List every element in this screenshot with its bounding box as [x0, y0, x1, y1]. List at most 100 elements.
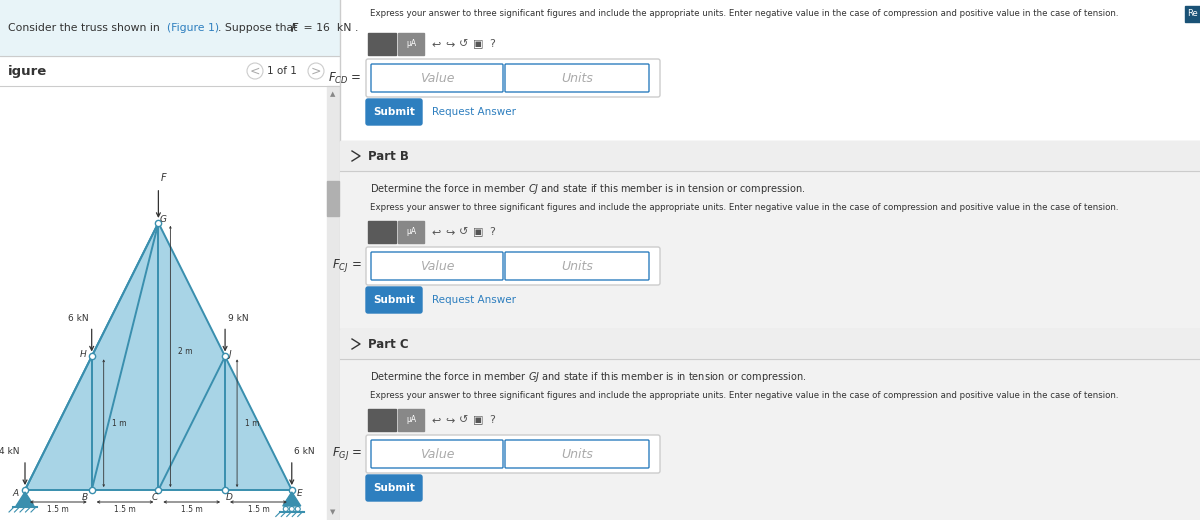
- Text: ▣: ▣: [473, 39, 484, 49]
- Bar: [0, 0, 340, 56]
- Text: (Figure 1): (Figure 1): [167, 23, 220, 33]
- Text: ↪: ↪: [445, 227, 455, 237]
- FancyBboxPatch shape: [366, 99, 422, 125]
- Text: μA: μA: [406, 228, 416, 237]
- FancyBboxPatch shape: [366, 247, 660, 285]
- Bar: [398, 33, 424, 55]
- Text: J: J: [229, 350, 232, 359]
- Text: ▣: ▣: [473, 227, 484, 237]
- Bar: [368, 409, 396, 431]
- Text: Value: Value: [420, 448, 455, 461]
- FancyBboxPatch shape: [371, 64, 503, 92]
- Text: Units: Units: [562, 71, 593, 84]
- Bar: [340, 0, 1200, 520]
- Text: Submit: Submit: [373, 295, 415, 305]
- Text: $F_{GJ}$ =: $F_{GJ}$ =: [331, 446, 362, 462]
- Text: E: E: [296, 488, 302, 498]
- Text: Part C: Part C: [368, 337, 409, 350]
- Bar: [340, 141, 1200, 520]
- Bar: [368, 33, 396, 55]
- Text: ▲: ▲: [330, 91, 336, 97]
- FancyBboxPatch shape: [366, 287, 422, 313]
- Text: Submit: Submit: [373, 107, 415, 117]
- Text: ↺: ↺: [460, 39, 469, 49]
- Text: igure: igure: [8, 64, 47, 77]
- Text: . Suppose that: . Suppose that: [218, 23, 301, 33]
- Text: D: D: [226, 493, 233, 502]
- Text: 9 kN: 9 kN: [228, 314, 248, 323]
- Text: ↪: ↪: [445, 415, 455, 425]
- Text: 2 m: 2 m: [179, 347, 193, 356]
- Polygon shape: [25, 223, 292, 490]
- Text: 1 m: 1 m: [245, 419, 259, 428]
- Bar: [1186, 6, 1200, 22]
- Text: μA: μA: [406, 415, 416, 424]
- Text: Determine the force in member $CJ$ and state if this member is in tension or com: Determine the force in member $CJ$ and s…: [370, 182, 805, 196]
- Text: ▼: ▼: [330, 509, 336, 515]
- Text: ↩: ↩: [431, 39, 440, 49]
- Text: ?: ?: [490, 39, 494, 49]
- Text: Value: Value: [420, 71, 455, 84]
- Text: H: H: [79, 350, 86, 359]
- Text: Request Answer: Request Answer: [432, 107, 516, 117]
- Bar: [326, 181, 340, 216]
- Text: $F$: $F$: [290, 21, 299, 34]
- Text: = 16  kN .: = 16 kN .: [300, 23, 359, 33]
- Bar: [326, 86, 340, 520]
- Text: Part B: Part B: [368, 150, 409, 162]
- Text: $F_{CJ}$ =: $F_{CJ}$ =: [332, 257, 362, 275]
- Text: Re: Re: [1187, 9, 1198, 19]
- Text: C: C: [151, 493, 157, 502]
- Text: Value: Value: [420, 259, 455, 272]
- Text: 6 kN: 6 kN: [68, 314, 89, 323]
- Text: 1.5 m: 1.5 m: [247, 505, 269, 514]
- Text: Request Answer: Request Answer: [432, 295, 516, 305]
- Text: >: >: [311, 64, 322, 77]
- Text: A: A: [13, 488, 19, 498]
- Text: 6 kN: 6 kN: [294, 448, 316, 457]
- Text: ↺: ↺: [460, 227, 469, 237]
- Text: ↺: ↺: [460, 415, 469, 425]
- Text: B: B: [82, 493, 88, 502]
- Polygon shape: [16, 492, 34, 506]
- Text: Consider the truss shown in: Consider the truss shown in: [8, 23, 163, 33]
- Text: $F_{CD}$ =: $F_{CD}$ =: [329, 70, 362, 86]
- Bar: [368, 221, 396, 243]
- FancyBboxPatch shape: [366, 475, 422, 501]
- Bar: [398, 221, 424, 243]
- Bar: [340, 141, 1200, 171]
- FancyBboxPatch shape: [371, 252, 503, 280]
- Text: ↩: ↩: [431, 227, 440, 237]
- Text: Express your answer to three significant figures and include the appropriate uni: Express your answer to three significant…: [370, 391, 1118, 399]
- FancyBboxPatch shape: [366, 59, 660, 97]
- Text: μA: μA: [406, 40, 416, 48]
- Text: Express your answer to three significant figures and include the appropriate uni: Express your answer to three significant…: [370, 202, 1118, 212]
- Text: ?: ?: [490, 415, 494, 425]
- Text: 1.5 m: 1.5 m: [48, 505, 70, 514]
- Text: ↩: ↩: [431, 415, 440, 425]
- Bar: [0, 0, 340, 520]
- Text: <: <: [250, 64, 260, 77]
- Text: F: F: [161, 173, 166, 183]
- Text: Express your answer to three significant figures and include the appropriate uni: Express your answer to three significant…: [370, 9, 1118, 19]
- FancyBboxPatch shape: [505, 252, 649, 280]
- Polygon shape: [283, 492, 301, 506]
- Bar: [398, 409, 424, 431]
- Text: ↪: ↪: [445, 39, 455, 49]
- Text: Submit: Submit: [373, 483, 415, 493]
- Text: 1.5 m: 1.5 m: [181, 505, 203, 514]
- Text: 1 of 1: 1 of 1: [268, 66, 296, 76]
- Text: Units: Units: [562, 259, 593, 272]
- Text: Determine the force in member $GJ$ and state if this member is in tension or com: Determine the force in member $GJ$ and s…: [370, 370, 806, 384]
- Bar: [340, 329, 1200, 359]
- Text: ?: ?: [490, 227, 494, 237]
- Text: 1 m: 1 m: [112, 419, 126, 428]
- Text: ▣: ▣: [473, 415, 484, 425]
- FancyBboxPatch shape: [371, 440, 503, 468]
- FancyBboxPatch shape: [505, 440, 649, 468]
- Text: 4 kN: 4 kN: [0, 448, 19, 457]
- Text: Units: Units: [562, 448, 593, 461]
- Text: G: G: [160, 215, 167, 224]
- FancyBboxPatch shape: [366, 435, 660, 473]
- FancyBboxPatch shape: [505, 64, 649, 92]
